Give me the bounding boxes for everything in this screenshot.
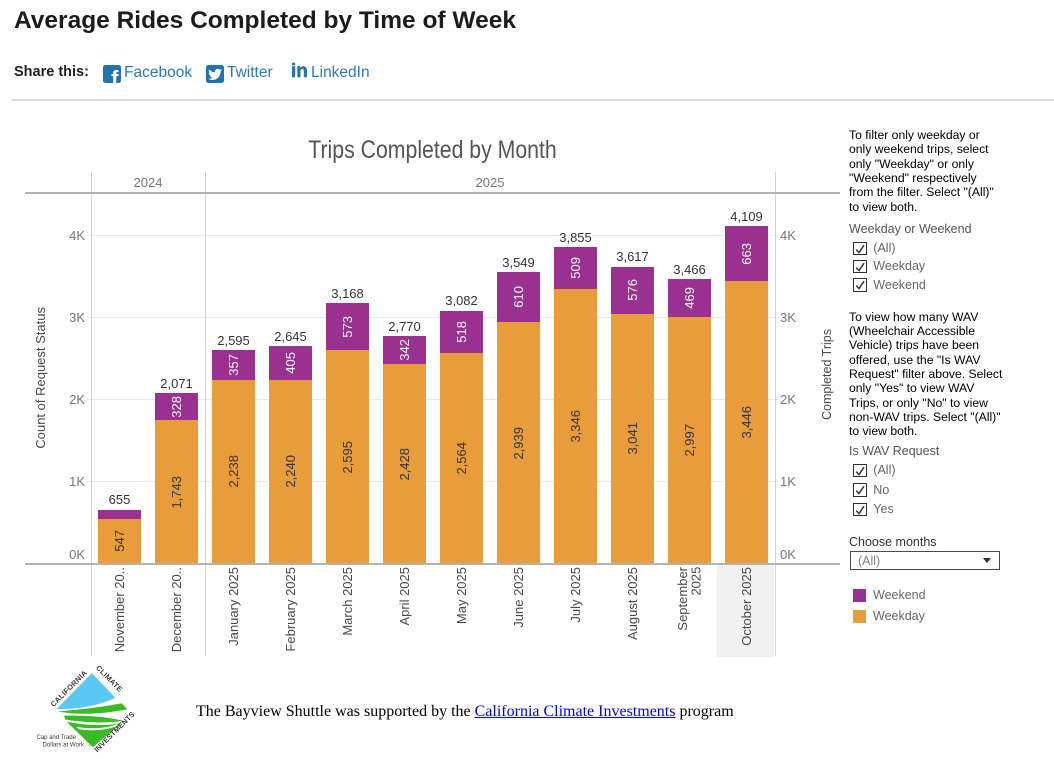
svg-text:Dollars at Work: Dollars at Work [43,741,85,748]
svg-text:f: f [111,66,119,83]
svg-text:Cap and Trade: Cap and Trade [37,734,77,741]
